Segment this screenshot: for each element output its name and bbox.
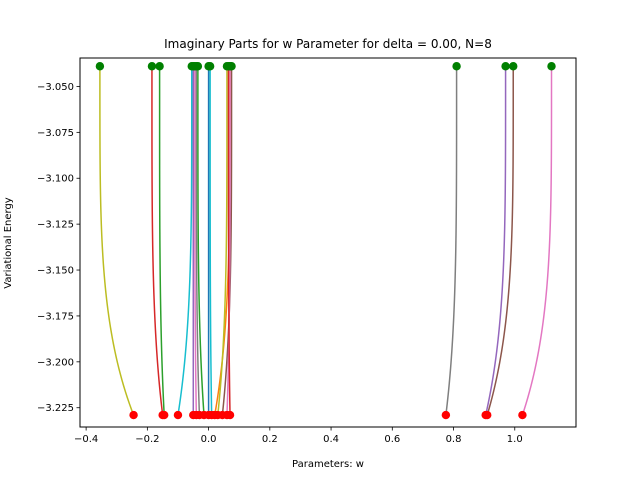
series-line [521,66,553,416]
end-marker [547,62,556,71]
end-marker [224,62,233,71]
end-marker [155,62,164,71]
series-line [197,66,205,416]
series-line [486,66,514,416]
series-line [221,66,233,416]
series-line [484,66,507,416]
series-line [158,66,165,416]
start-marker [518,410,527,420]
y-tick-label: −3.200 [37,357,74,368]
end-marker [95,62,105,71]
end-marker [147,62,157,71]
y-axis-ticks: −3.050 −3.075 −3.100 −3.125 −3.150 −3.175 −3.2… [37,82,80,414]
series-line [177,66,193,416]
y-tick-label: −3.225 [37,403,74,414]
axes-frame [79,57,577,428]
series-line [209,66,213,416]
start-marker [173,410,183,420]
x-tick-label: 0.8 [446,434,462,445]
y-axis-label: Variational Energy [3,197,14,289]
x-tick-label: −0.4 [74,434,98,445]
y-tick-label: −3.050 [37,82,74,93]
y-tick-label: −3.125 [37,220,74,231]
series-markers [95,62,556,420]
x-tick-label: −0.2 [135,434,159,445]
series-line [217,66,228,416]
series-line [445,66,458,416]
y-tick-label: −3.100 [37,174,74,185]
start-marker [159,410,169,420]
series-lines [99,66,553,416]
x-tick-label: 0.6 [384,434,400,445]
x-tick-label: 0.2 [262,434,278,445]
chart-title: Imaginary Parts for w Parameter for delt… [164,37,492,51]
series-line [99,66,135,416]
y-tick-label: −3.150 [37,266,74,277]
x-tick-label: 0.0 [201,434,217,445]
start-marker [483,410,492,420]
y-tick-label: −3.175 [37,311,74,322]
x-axis-label: Parameters: w [292,459,364,470]
series-line [194,66,198,416]
end-marker [509,62,518,71]
x-tick-label: 0.4 [323,434,339,445]
x-tick-label: 1.0 [507,434,523,445]
start-marker [441,410,451,420]
series-line [227,66,231,416]
series-line [195,66,201,416]
y-tick-label: −3.075 [37,128,74,139]
start-marker [129,410,138,420]
end-marker [193,62,203,71]
start-marker [225,410,235,420]
series-line [151,66,164,416]
end-marker [205,62,215,71]
end-marker [452,62,461,71]
x-axis-ticks: −0.4 −0.2 0.0 0.2 0.4 0.6 0.8 1.0 [74,427,523,445]
end-marker [501,62,510,71]
